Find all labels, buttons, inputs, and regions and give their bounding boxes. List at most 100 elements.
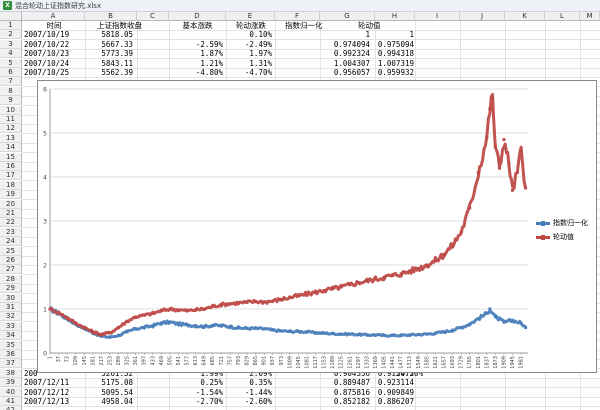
cell-d40[interactable]: -1.54%	[195, 387, 223, 397]
cell-d38[interactable]: 1.99%	[200, 368, 223, 378]
row-header-11[interactable]: 11	[0, 115, 22, 124]
cell-d2[interactable]	[169, 30, 223, 39]
cell-g3[interactable]: 0.974094	[333, 39, 370, 49]
cell-a11-partial[interactable]	[24, 115, 37, 124]
row-header-25[interactable]: 25	[0, 246, 22, 256]
cell-a7-partial[interactable]	[24, 77, 37, 86]
cell-h1[interactable]: 轮动值	[358, 21, 381, 30]
cell-a29-partial[interactable]	[24, 284, 37, 293]
cell-b39[interactable]: 5175.08	[101, 378, 133, 388]
cell-h41[interactable]: 0.886207	[377, 397, 414, 406]
cell-a23-partial[interactable]	[24, 228, 37, 237]
row-header-40[interactable]: 40	[0, 387, 22, 397]
legend-item-1[interactable]: 轮动值	[536, 230, 588, 244]
cell-g6[interactable]: 0.956057	[333, 68, 370, 77]
row-header-28[interactable]: 28	[0, 274, 22, 284]
cell-b38[interactable]: 5261.52	[101, 368, 133, 378]
cell-g39[interactable]: 0.889487	[333, 378, 370, 388]
row-header-8[interactable]: 8	[0, 86, 22, 96]
cell-a1[interactable]: 时间	[46, 21, 62, 30]
cell-g41[interactable]: 0.852182	[333, 397, 370, 406]
cell-h5[interactable]: 1.007319	[377, 58, 414, 68]
cell-d41[interactable]: -2.70%	[195, 397, 223, 406]
column-header-e[interactable]: E	[226, 12, 275, 21]
cell-e2[interactable]: 0.10%	[249, 30, 272, 40]
cell-a20-partial[interactable]	[24, 200, 37, 209]
column-header-a[interactable]: A	[22, 12, 85, 21]
cell-a31-partial[interactable]	[24, 303, 37, 312]
cell-g2[interactable]: 1	[365, 30, 370, 40]
cell-a33-partial[interactable]	[24, 322, 37, 331]
row-header-19[interactable]: 19	[0, 190, 22, 200]
row-header-41[interactable]: 41	[0, 397, 22, 406]
cell-e4[interactable]: 1.97%	[249, 49, 272, 59]
row-header-31[interactable]: 31	[0, 303, 22, 312]
cell-a24-partial[interactable]	[24, 237, 37, 246]
row-header-17[interactable]: 17	[0, 171, 22, 181]
cell-a9-partial[interactable]	[24, 96, 37, 105]
column-header-c[interactable]: C	[137, 12, 169, 21]
cell-a38[interactable]: 200	[24, 368, 38, 378]
cell-h6[interactable]: 0.959932	[377, 68, 414, 77]
cell-a19-partial[interactable]	[24, 190, 37, 199]
cell-a3[interactable]: 2007/10/22	[24, 39, 70, 49]
column-header-i[interactable]: I	[415, 12, 460, 21]
row-header-22[interactable]: 22	[0, 218, 22, 228]
cell-a6[interactable]: 2007/10/25	[24, 68, 70, 77]
cell-h4[interactable]: 0.994318	[377, 49, 414, 59]
cell-h2[interactable]: 1	[409, 30, 414, 40]
row-header-7[interactable]: 7	[0, 77, 22, 87]
column-header-b[interactable]: B	[85, 12, 137, 21]
cell-a40[interactable]: 2007/12/12	[24, 387, 70, 397]
column-header-h[interactable]: H	[375, 12, 415, 21]
legend-item-0[interactable]: 指数归一化	[536, 216, 588, 230]
row-header-21[interactable]: 21	[0, 209, 22, 218]
cell-h3[interactable]: 0.975094	[377, 39, 414, 49]
cell-e38[interactable]: 2.09%	[249, 368, 272, 378]
row-header-26[interactable]: 26	[0, 256, 22, 265]
cell-d6[interactable]: -4.80%	[195, 68, 223, 77]
column-header-j[interactable]: J	[460, 12, 505, 21]
cell-a14-partial[interactable]	[24, 143, 37, 152]
cell-e5[interactable]: 1.31%	[249, 58, 272, 68]
cell-a15-partial[interactable]	[24, 153, 37, 162]
cell-a37-partial[interactable]	[24, 359, 37, 368]
cell-g4[interactable]: 0.992324	[333, 49, 370, 59]
cell-a36-partial[interactable]	[24, 350, 37, 359]
cell-g40[interactable]: 0.875816	[333, 387, 370, 397]
row-header-3[interactable]: 3	[0, 39, 22, 49]
cell-a12-partial[interactable]	[24, 124, 37, 133]
row-header-12[interactable]: 12	[0, 124, 22, 134]
column-header-d[interactable]: D	[169, 12, 226, 21]
cell-a41[interactable]: 2007/12/13	[24, 397, 70, 406]
cell-e40[interactable]: -1.44%	[244, 387, 272, 397]
cell-b2[interactable]: 5818.05	[101, 30, 133, 40]
cell-d5[interactable]: 1.21%	[200, 58, 223, 68]
row-header-32[interactable]: 32	[0, 312, 22, 322]
cell-h38[interactable]: 0.915475	[377, 368, 414, 378]
row-header-38[interactable]: 38	[0, 368, 22, 378]
cell-a5[interactable]: 2007/10/24	[24, 58, 70, 68]
cell-b5[interactable]: 5843.11	[101, 58, 133, 68]
row-header-29[interactable]: 29	[0, 284, 22, 294]
column-header-f[interactable]: F	[275, 12, 320, 21]
cell-b3[interactable]: 5667.33	[101, 39, 133, 49]
cell-b1[interactable]: 上证指数收盘	[97, 21, 142, 30]
cell-a18-partial[interactable]	[24, 181, 37, 190]
column-header-l[interactable]: L	[545, 12, 580, 21]
cell-g38[interactable]: 0.904336	[333, 368, 370, 378]
cell-h39[interactable]: 0.923114	[377, 378, 414, 388]
row-header-4[interactable]: 4	[0, 49, 22, 59]
row-header-15[interactable]: 15	[0, 152, 22, 162]
cell-e3[interactable]: -2.49%	[244, 39, 272, 49]
row-header-18[interactable]: 18	[0, 180, 22, 190]
cell-a4[interactable]: 2007/10/23	[24, 49, 70, 59]
row-header-20[interactable]: 20	[0, 199, 22, 209]
cell-a21-partial[interactable]	[24, 209, 37, 218]
cell-a32-partial[interactable]	[24, 312, 37, 321]
column-header-k[interactable]: K	[505, 12, 545, 21]
cell-b4[interactable]: 5773.39	[101, 49, 133, 59]
cell-h40[interactable]: 0.909849	[377, 387, 414, 397]
row-header-42[interactable]: 42	[0, 406, 22, 410]
cell-a30-partial[interactable]	[24, 294, 37, 303]
